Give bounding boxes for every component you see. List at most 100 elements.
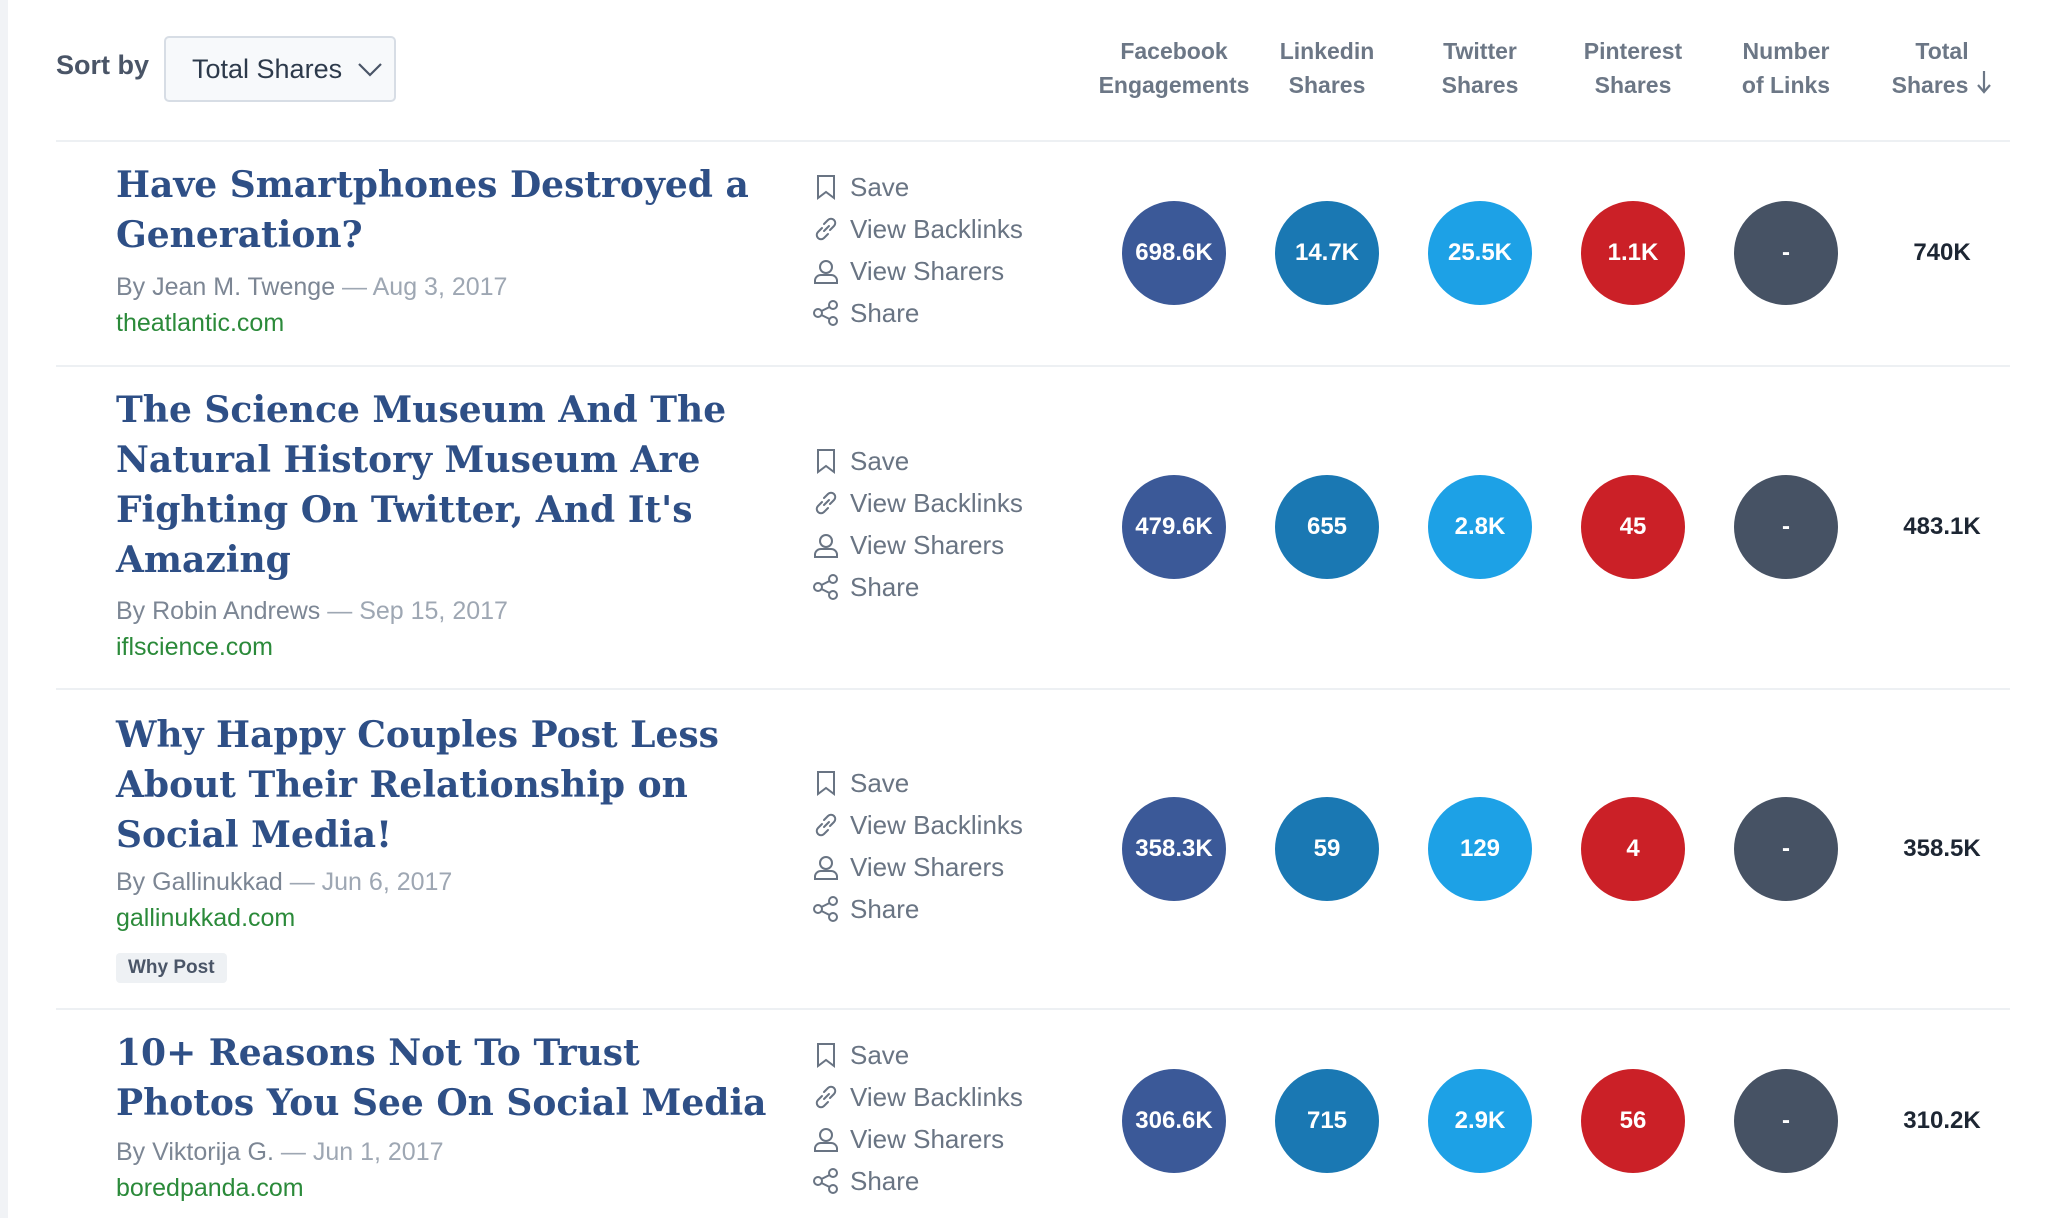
article-domain[interactable]: boredpanda.com [116, 1174, 304, 1202]
link-icon [815, 813, 837, 837]
article-author: By Robin Andrews [116, 597, 321, 625]
article-domain[interactable]: theatlantic.com [116, 309, 285, 337]
total-shares-value: 310.2K [1903, 1107, 1981, 1134]
twitter-shares-badge[interactable]: 25.5K [1428, 201, 1532, 305]
save-button[interactable]: Save [812, 166, 1072, 208]
column-header-twitter[interactable]: Twitter Shares [1441, 38, 1519, 98]
number-of-links-badge[interactable]: - [1734, 475, 1838, 579]
article-date: Sep 15, 2017 [359, 597, 508, 625]
number-of-links-badge[interactable]: - [1734, 201, 1838, 305]
bookmark-icon [817, 449, 835, 474]
linkedin-shares-badge[interactable]: 14.7K [1275, 201, 1379, 305]
number-of-links-badge[interactable]: - [1734, 1069, 1838, 1173]
view-backlinks-button[interactable]: View Backlinks [812, 804, 1072, 846]
row-divider [56, 688, 2010, 690]
article-domain[interactable]: iflscience.com [116, 633, 273, 661]
twitter-shares-badge[interactable]: 2.9K [1428, 1069, 1532, 1173]
chevron-down-icon [358, 63, 382, 77]
column-header-links[interactable]: Number of Links [1741, 38, 1831, 98]
article-date: Aug 3, 2017 [372, 273, 508, 301]
pinterest-shares-badge[interactable]: 45 [1581, 475, 1685, 579]
user-icon [814, 260, 838, 284]
article-domain[interactable]: gallinukkad.com [116, 904, 296, 932]
facebook-engagements-badge[interactable]: 698.6K [1122, 201, 1226, 305]
row-divider [56, 1008, 2010, 1010]
column-header-facebook[interactable]: Facebook Engagements [1098, 38, 1250, 98]
article-date: Jun 1, 2017 [312, 1138, 444, 1166]
article-title[interactable]: Have Smartphones Destroyed a Generation? [116, 164, 749, 256]
article-byline: By Robin Andrews — Sep 15, 2017 [116, 597, 508, 625]
title-highlight: Social Media [506, 1082, 767, 1124]
user-icon [814, 534, 838, 558]
pinterest-shares-badge[interactable]: 1.1K [1581, 201, 1685, 305]
total-shares-value: 483.1K [1903, 513, 1981, 540]
header-divider [56, 140, 2010, 142]
number-of-links-badge[interactable]: - [1734, 797, 1838, 901]
article-byline: By Jean M. Twenge — Aug 3, 2017 [116, 273, 508, 301]
column-header-pinterest[interactable]: Pinterest Shares [1583, 38, 1683, 98]
article-actions: Save View Backlinks View Sharers Share [812, 762, 1072, 930]
share-button[interactable]: Share [812, 888, 1072, 930]
article-row: Have Smartphones Destroyed a Generation?… [56, 142, 2010, 367]
article-row: The Science Museum And The Natural Histo… [56, 367, 2010, 690]
facebook-engagements-badge[interactable]: 306.6K [1122, 1069, 1226, 1173]
facebook-engagements-badge[interactable]: 479.6K [1122, 475, 1226, 579]
article-author: By Jean M. Twenge [116, 273, 336, 301]
article-byline: By Viktorija G. — Jun 1, 2017 [116, 1138, 444, 1166]
left-gutter [0, 0, 8, 1218]
article-byline: By Gallinukkad — Jun 6, 2017 [116, 868, 453, 896]
sort-dropdown[interactable]: Total Shares [164, 36, 396, 102]
article-row: 10+ Reasons Not To Trust Photos You See … [56, 1010, 2010, 1218]
share-button[interactable]: Share [812, 1160, 1072, 1202]
article-title[interactable]: 10+ Reasons Not To Trust Photos You See … [116, 1032, 767, 1124]
column-header-total[interactable]: Total Shares [1862, 34, 2022, 102]
total-shares-value: 358.5K [1903, 835, 1981, 862]
linkedin-shares-badge[interactable]: 655 [1275, 475, 1379, 579]
row-divider [56, 365, 2010, 367]
sort-selected-value: Total Shares [192, 53, 343, 84]
save-button[interactable]: Save [812, 1034, 1072, 1076]
view-backlinks-button[interactable]: View Backlinks [812, 482, 1072, 524]
user-icon [814, 856, 838, 880]
share-icon [813, 1168, 838, 1194]
pinterest-shares-badge[interactable]: 56 [1581, 1069, 1685, 1173]
link-icon [815, 217, 837, 241]
pinterest-shares-badge[interactable]: 4 [1581, 797, 1685, 901]
save-button[interactable]: Save [812, 762, 1072, 804]
view-sharers-button[interactable]: View Sharers [812, 250, 1072, 292]
share-button[interactable]: Share [812, 566, 1072, 608]
view-sharers-button[interactable]: View Sharers [812, 524, 1072, 566]
save-button[interactable]: Save [812, 440, 1072, 482]
total-shares-value: 740K [1913, 239, 1971, 266]
link-icon [815, 1085, 837, 1109]
sort-down-arrow-icon [1977, 71, 1992, 94]
article-author: By Viktorija G. [116, 1138, 274, 1166]
article-title[interactable]: Why Happy Couples Post Less About Their … [116, 714, 719, 856]
column-header-linkedin[interactable]: Linkedin Shares [1279, 38, 1375, 98]
view-backlinks-button[interactable]: View Backlinks [812, 1076, 1072, 1118]
view-sharers-button[interactable]: View Sharers [812, 1118, 1072, 1160]
bookmark-icon [817, 1043, 835, 1068]
article-actions: Save View Backlinks View Sharers Share [812, 440, 1072, 608]
article-title[interactable]: The Science Museum And The Natural Histo… [116, 389, 727, 581]
facebook-engagements-badge[interactable]: 358.3K [1122, 797, 1226, 901]
article-author: By Gallinukkad [116, 868, 283, 896]
link-icon [815, 491, 837, 515]
user-icon [814, 1128, 838, 1152]
share-button[interactable]: Share [812, 292, 1072, 334]
linkedin-shares-badge[interactable]: 715 [1275, 1069, 1379, 1173]
twitter-shares-badge[interactable]: 2.8K [1428, 475, 1532, 579]
twitter-shares-badge[interactable]: 129 [1428, 797, 1532, 901]
view-backlinks-button[interactable]: View Backlinks [812, 208, 1072, 250]
article-actions: Save View Backlinks View Sharers Share [812, 166, 1072, 334]
article-row: Why Happy Couples Post Less About Their … [56, 690, 2010, 1010]
article-actions: Save View Backlinks View Sharers Share [812, 1034, 1072, 1202]
linkedin-shares-badge[interactable]: 59 [1275, 797, 1379, 901]
bookmark-icon [817, 175, 835, 200]
article-tag[interactable]: Why Post [116, 953, 227, 983]
view-sharers-button[interactable]: View Sharers [812, 846, 1072, 888]
share-icon [813, 574, 838, 600]
article-date: Jun 6, 2017 [321, 868, 453, 896]
share-icon [813, 896, 838, 922]
share-icon [813, 300, 838, 326]
